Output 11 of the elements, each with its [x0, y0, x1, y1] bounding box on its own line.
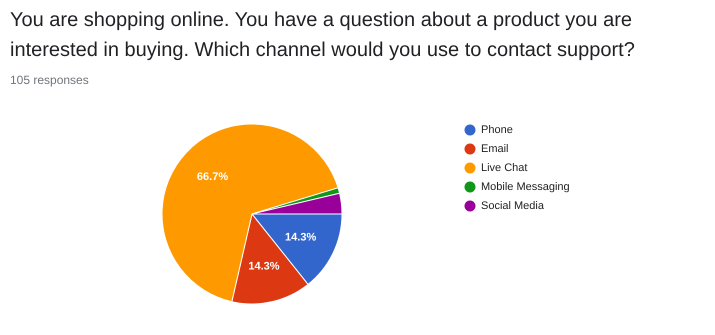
- legend-label: Mobile Messaging: [481, 180, 570, 193]
- legend-label: Email: [481, 142, 509, 155]
- legend-label: Live Chat: [481, 162, 528, 174]
- chart-title: You are shopping online. You have a question about a product you are interested in buying. Which channel would you use to contact support?: [10, 9, 635, 61]
- text: 105 responses: [10, 73, 89, 87]
- pie-slice: [162, 124, 339, 302]
- data-label: 66.7%: [196, 171, 228, 184]
- data-label: 14.3%: [285, 231, 316, 244]
- data-label: 14.3%: [248, 260, 280, 273]
- legend-label: Phone: [481, 124, 513, 136]
- legend-label: Social Media: [481, 200, 545, 212]
